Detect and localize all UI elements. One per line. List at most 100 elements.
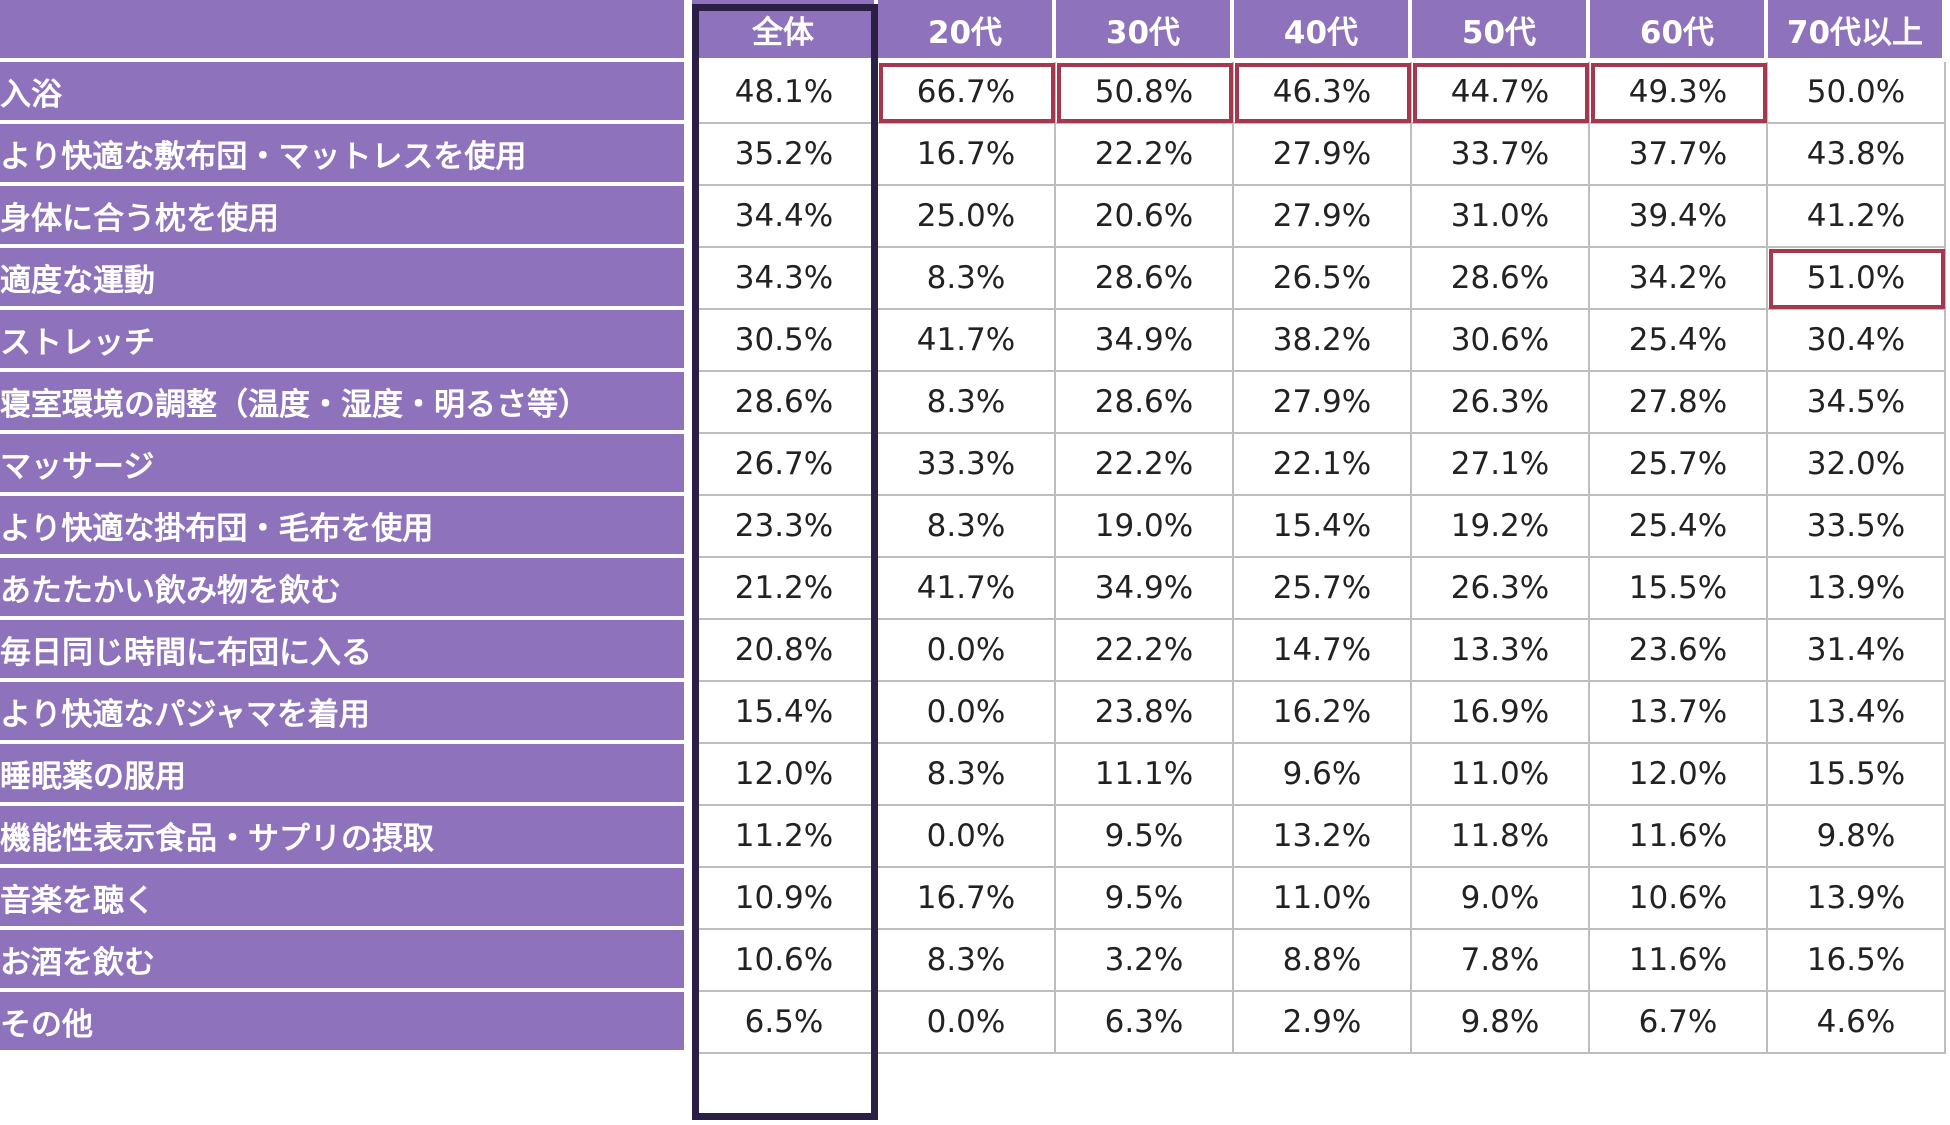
table-cell: 10.6%	[1590, 868, 1768, 930]
table-cell: 44.7%	[1412, 62, 1590, 124]
table-cell: 32.0%	[1768, 434, 1946, 496]
table-cell: 35.2%	[692, 124, 878, 186]
table-cell: 41.7%	[878, 558, 1056, 620]
header-corner	[0, 0, 692, 62]
column-header-5: 60代	[1590, 0, 1768, 62]
table-cell: 66.7%	[878, 62, 1056, 124]
table-cell: 25.0%	[878, 186, 1056, 248]
table-row: 身体に合う枕を使用 34.4% 25.0% 20.6% 27.9% 31.0% 39.4% 4…	[0, 186, 1946, 248]
table-cell: 9.8%	[1412, 992, 1590, 1054]
table-cell: 26.3%	[1412, 372, 1590, 434]
table-cell: 7.8%	[1412, 930, 1590, 992]
row-label: その他	[0, 992, 692, 1054]
table-cell: 0.0%	[878, 682, 1056, 744]
table-cell: 13.9%	[1768, 868, 1946, 930]
table-cell: 21.2%	[692, 558, 878, 620]
table-cell: 9.8%	[1768, 806, 1946, 868]
table-cell: 30.5%	[692, 310, 878, 372]
table-cell: 16.7%	[878, 124, 1056, 186]
table-cell: 11.0%	[1234, 868, 1412, 930]
table-cell: 6.3%	[1056, 992, 1234, 1054]
data-table: 全体 20代 30代 40代 50代 60代 70代以上 入浴 48.1% 66.7% 50.8%…	[0, 0, 1946, 1054]
table-cell: 0.0%	[878, 620, 1056, 682]
table-cell: 13.4%	[1768, 682, 1946, 744]
table-cell: 23.8%	[1056, 682, 1234, 744]
table-cell: 38.2%	[1234, 310, 1412, 372]
table-row: より快適なパジャマを着用 15.4% 0.0% 23.8% 16.2% 16.9% 13.7…	[0, 682, 1946, 744]
table-cell: 34.3%	[692, 248, 878, 310]
column-header-2: 30代	[1056, 0, 1234, 62]
table-row: お酒を飲む 10.6% 8.3% 3.2% 8.8% 7.8% 11.6% 16.5%	[0, 930, 1946, 992]
table-cell: 34.2%	[1590, 248, 1768, 310]
table-cell: 23.6%	[1590, 620, 1768, 682]
table-cell: 13.7%	[1590, 682, 1768, 744]
table-cell: 26.7%	[692, 434, 878, 496]
table-cell: 15.5%	[1590, 558, 1768, 620]
column-header-6: 70代以上	[1768, 0, 1946, 62]
table-cell: 25.4%	[1590, 496, 1768, 558]
table-cell: 34.9%	[1056, 310, 1234, 372]
row-label: 身体に合う枕を使用	[0, 186, 692, 248]
table-cell: 12.0%	[1590, 744, 1768, 806]
table-cell: 9.6%	[1234, 744, 1412, 806]
table-cell: 33.5%	[1768, 496, 1946, 558]
table-body: 入浴 48.1% 66.7% 50.8% 46.3% 44.7% 49.3% 50.0% より快…	[0, 62, 1946, 1054]
table-cell: 31.4%	[1768, 620, 1946, 682]
row-label: 音楽を聴く	[0, 868, 692, 930]
table-cell: 43.8%	[1768, 124, 1946, 186]
table-cell: 20.6%	[1056, 186, 1234, 248]
table-cell: 28.6%	[1412, 248, 1590, 310]
row-label: より快適な敷布団・マットレスを使用	[0, 124, 692, 186]
table-cell: 10.6%	[692, 930, 878, 992]
table-cell: 27.9%	[1234, 186, 1412, 248]
table-cell: 3.2%	[1056, 930, 1234, 992]
table-cell: 28.6%	[692, 372, 878, 434]
table-cell: 22.2%	[1056, 434, 1234, 496]
table-cell: 26.5%	[1234, 248, 1412, 310]
table-cell: 13.9%	[1768, 558, 1946, 620]
row-label: 適度な運動	[0, 248, 692, 310]
row-label: より快適な掛布団・毛布を使用	[0, 496, 692, 558]
table-cell: 41.2%	[1768, 186, 1946, 248]
table-row: マッサージ 26.7% 33.3% 22.2% 22.1% 27.1% 25.7% 32.0%	[0, 434, 1946, 496]
table-cell: 2.9%	[1234, 992, 1412, 1054]
table-cell: 19.0%	[1056, 496, 1234, 558]
row-label: お酒を飲む	[0, 930, 692, 992]
table-cell: 4.6%	[1768, 992, 1946, 1054]
row-label: ストレッチ	[0, 310, 692, 372]
table-cell: 26.3%	[1412, 558, 1590, 620]
table-row: より快適な敷布団・マットレスを使用 35.2% 16.7% 22.2% 27.9% 33.…	[0, 124, 1946, 186]
table-cell: 11.1%	[1056, 744, 1234, 806]
table-cell: 28.6%	[1056, 248, 1234, 310]
table-cell: 16.5%	[1768, 930, 1946, 992]
table-cell: 33.3%	[878, 434, 1056, 496]
table-cell: 28.6%	[1056, 372, 1234, 434]
table-cell: 34.4%	[692, 186, 878, 248]
table-cell: 27.8%	[1590, 372, 1768, 434]
row-label: より快適なパジャマを着用	[0, 682, 692, 744]
table-cell: 0.0%	[878, 992, 1056, 1054]
table-cell: 8.3%	[878, 744, 1056, 806]
table-cell: 27.1%	[1412, 434, 1590, 496]
table-cell: 13.2%	[1234, 806, 1412, 868]
table-row: あたたかい飲み物を飲む 21.2% 41.7% 34.9% 25.7% 26.3% 15.5…	[0, 558, 1946, 620]
table-cell: 33.7%	[1412, 124, 1590, 186]
table-cell: 25.4%	[1590, 310, 1768, 372]
column-header-1: 20代	[878, 0, 1056, 62]
table-cell: 30.4%	[1768, 310, 1946, 372]
row-label: 睡眠薬の服用	[0, 744, 692, 806]
table-cell: 34.5%	[1768, 372, 1946, 434]
table-cell: 10.9%	[692, 868, 878, 930]
table-cell: 27.9%	[1234, 372, 1412, 434]
table-cell: 25.7%	[1590, 434, 1768, 496]
table-cell: 14.7%	[1234, 620, 1412, 682]
table-cell: 22.1%	[1234, 434, 1412, 496]
table-cell: 11.0%	[1412, 744, 1590, 806]
table-cell: 8.3%	[878, 930, 1056, 992]
table-row: その他 6.5% 0.0% 6.3% 2.9% 9.8% 6.7% 4.6%	[0, 992, 1946, 1054]
table-row: ストレッチ 30.5% 41.7% 34.9% 38.2% 30.6% 25.4% 30.4%	[0, 310, 1946, 372]
table-row: 適度な運動 34.3% 8.3% 28.6% 26.5% 28.6% 34.2% 51.0%	[0, 248, 1946, 310]
table-cell: 15.4%	[692, 682, 878, 744]
table-cell: 16.9%	[1412, 682, 1590, 744]
table-cell: 9.0%	[1412, 868, 1590, 930]
